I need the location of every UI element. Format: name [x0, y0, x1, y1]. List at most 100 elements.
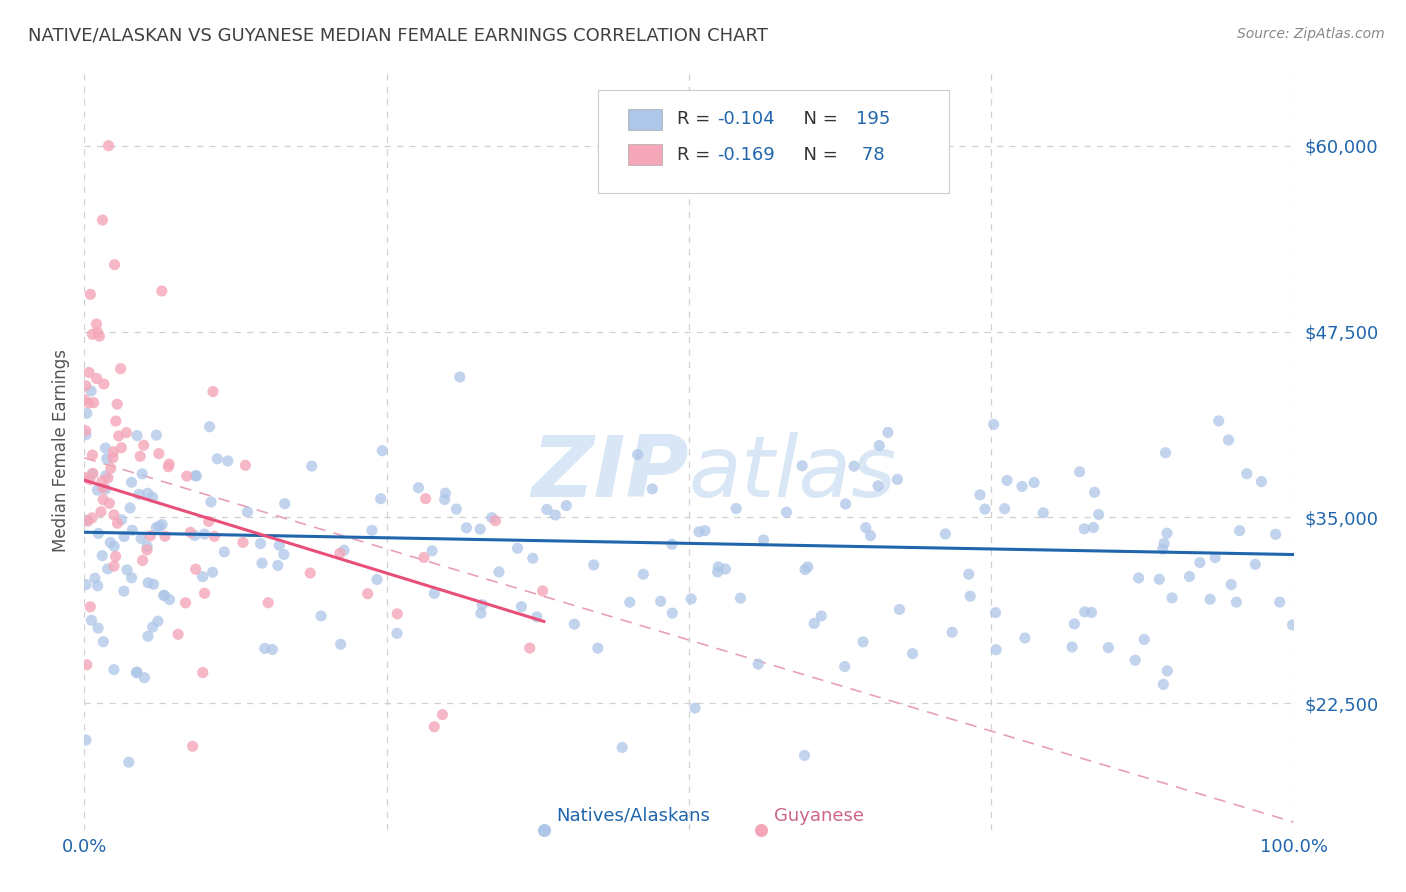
Text: N =: N =	[792, 110, 844, 128]
Point	[994, 501, 1017, 516]
Point	[984, 606, 1007, 620]
Point	[134, 671, 156, 685]
Point	[371, 443, 394, 458]
Point	[1225, 595, 1247, 609]
Point	[105, 397, 128, 411]
Point	[79, 599, 101, 614]
FancyBboxPatch shape	[628, 109, 662, 129]
Point	[1153, 536, 1175, 550]
Point	[661, 537, 683, 551]
Point	[86, 317, 108, 331]
Point	[103, 663, 125, 677]
Point	[132, 438, 155, 452]
Point	[1084, 485, 1107, 500]
Point	[449, 370, 471, 384]
Point	[125, 665, 148, 679]
Point	[484, 514, 506, 528]
Text: NATIVE/ALASKAN VS GUYANESE MEDIAN FEMALE EARNINGS CORRELATION CHART: NATIVE/ALASKAN VS GUYANESE MEDIAN FEMALE…	[28, 27, 768, 45]
Point	[868, 479, 890, 493]
Point	[413, 550, 436, 565]
Point	[148, 446, 170, 460]
Point	[385, 626, 408, 640]
Point	[77, 396, 100, 410]
Point	[446, 502, 468, 516]
Point	[1063, 616, 1085, 631]
Point	[131, 467, 153, 481]
Point	[747, 657, 769, 672]
Point	[423, 586, 446, 600]
Point	[536, 502, 558, 516]
Point	[135, 542, 157, 557]
Text: atlas: atlas	[689, 432, 897, 515]
Point	[90, 505, 112, 519]
Point	[995, 474, 1018, 488]
Point	[387, 607, 409, 621]
Point	[79, 287, 101, 301]
Point	[934, 527, 956, 541]
Point	[136, 486, 159, 500]
Point	[150, 284, 173, 298]
Text: Natives/Alaskans: Natives/Alaskans	[555, 807, 710, 825]
Point	[97, 138, 120, 153]
Point	[125, 665, 148, 680]
Point	[714, 562, 737, 576]
Point	[1073, 605, 1095, 619]
Point	[103, 508, 125, 522]
Point	[200, 495, 222, 509]
Point	[959, 589, 981, 603]
Point	[121, 571, 143, 585]
Point	[193, 586, 215, 600]
Point	[103, 444, 125, 458]
Point	[531, 583, 554, 598]
Point	[86, 326, 108, 340]
Point	[77, 366, 100, 380]
Point	[797, 560, 820, 574]
Text: ZIP: ZIP	[531, 432, 689, 515]
Point	[1161, 591, 1184, 605]
Point	[1022, 475, 1045, 490]
Point	[1080, 606, 1102, 620]
Point	[793, 748, 815, 763]
Text: 195: 195	[856, 110, 890, 128]
Point	[73, 392, 96, 407]
Point	[1152, 542, 1174, 557]
Point	[1218, 433, 1240, 447]
Point	[299, 566, 322, 580]
Point	[526, 610, 548, 624]
Point	[146, 614, 169, 628]
Point	[468, 522, 491, 536]
Point	[957, 567, 980, 582]
Y-axis label: Median Female Earnings: Median Female Earnings	[52, 349, 70, 552]
Text: -0.169: -0.169	[717, 145, 775, 164]
Point	[1014, 631, 1036, 645]
Point	[91, 492, 114, 507]
Point	[1178, 569, 1201, 583]
Point	[235, 458, 257, 473]
Point	[269, 538, 291, 552]
Point	[329, 637, 352, 651]
Point	[100, 461, 122, 475]
Point	[434, 486, 457, 500]
Point	[555, 499, 578, 513]
Point	[488, 565, 510, 579]
Point	[633, 567, 655, 582]
Point	[107, 516, 129, 531]
Point	[79, 472, 101, 486]
Point	[544, 508, 567, 522]
Point	[91, 475, 114, 489]
Point	[852, 635, 875, 649]
Point	[1128, 571, 1150, 585]
Point	[184, 562, 207, 576]
Point	[80, 613, 103, 627]
Point	[110, 441, 132, 455]
Point	[650, 594, 672, 608]
Point	[1229, 524, 1251, 538]
Point	[1133, 632, 1156, 647]
Point	[142, 620, 165, 634]
Point	[181, 739, 204, 754]
Point	[179, 525, 201, 540]
Point	[76, 513, 98, 527]
Point	[361, 524, 384, 538]
Point	[506, 541, 529, 556]
Point	[810, 609, 832, 624]
